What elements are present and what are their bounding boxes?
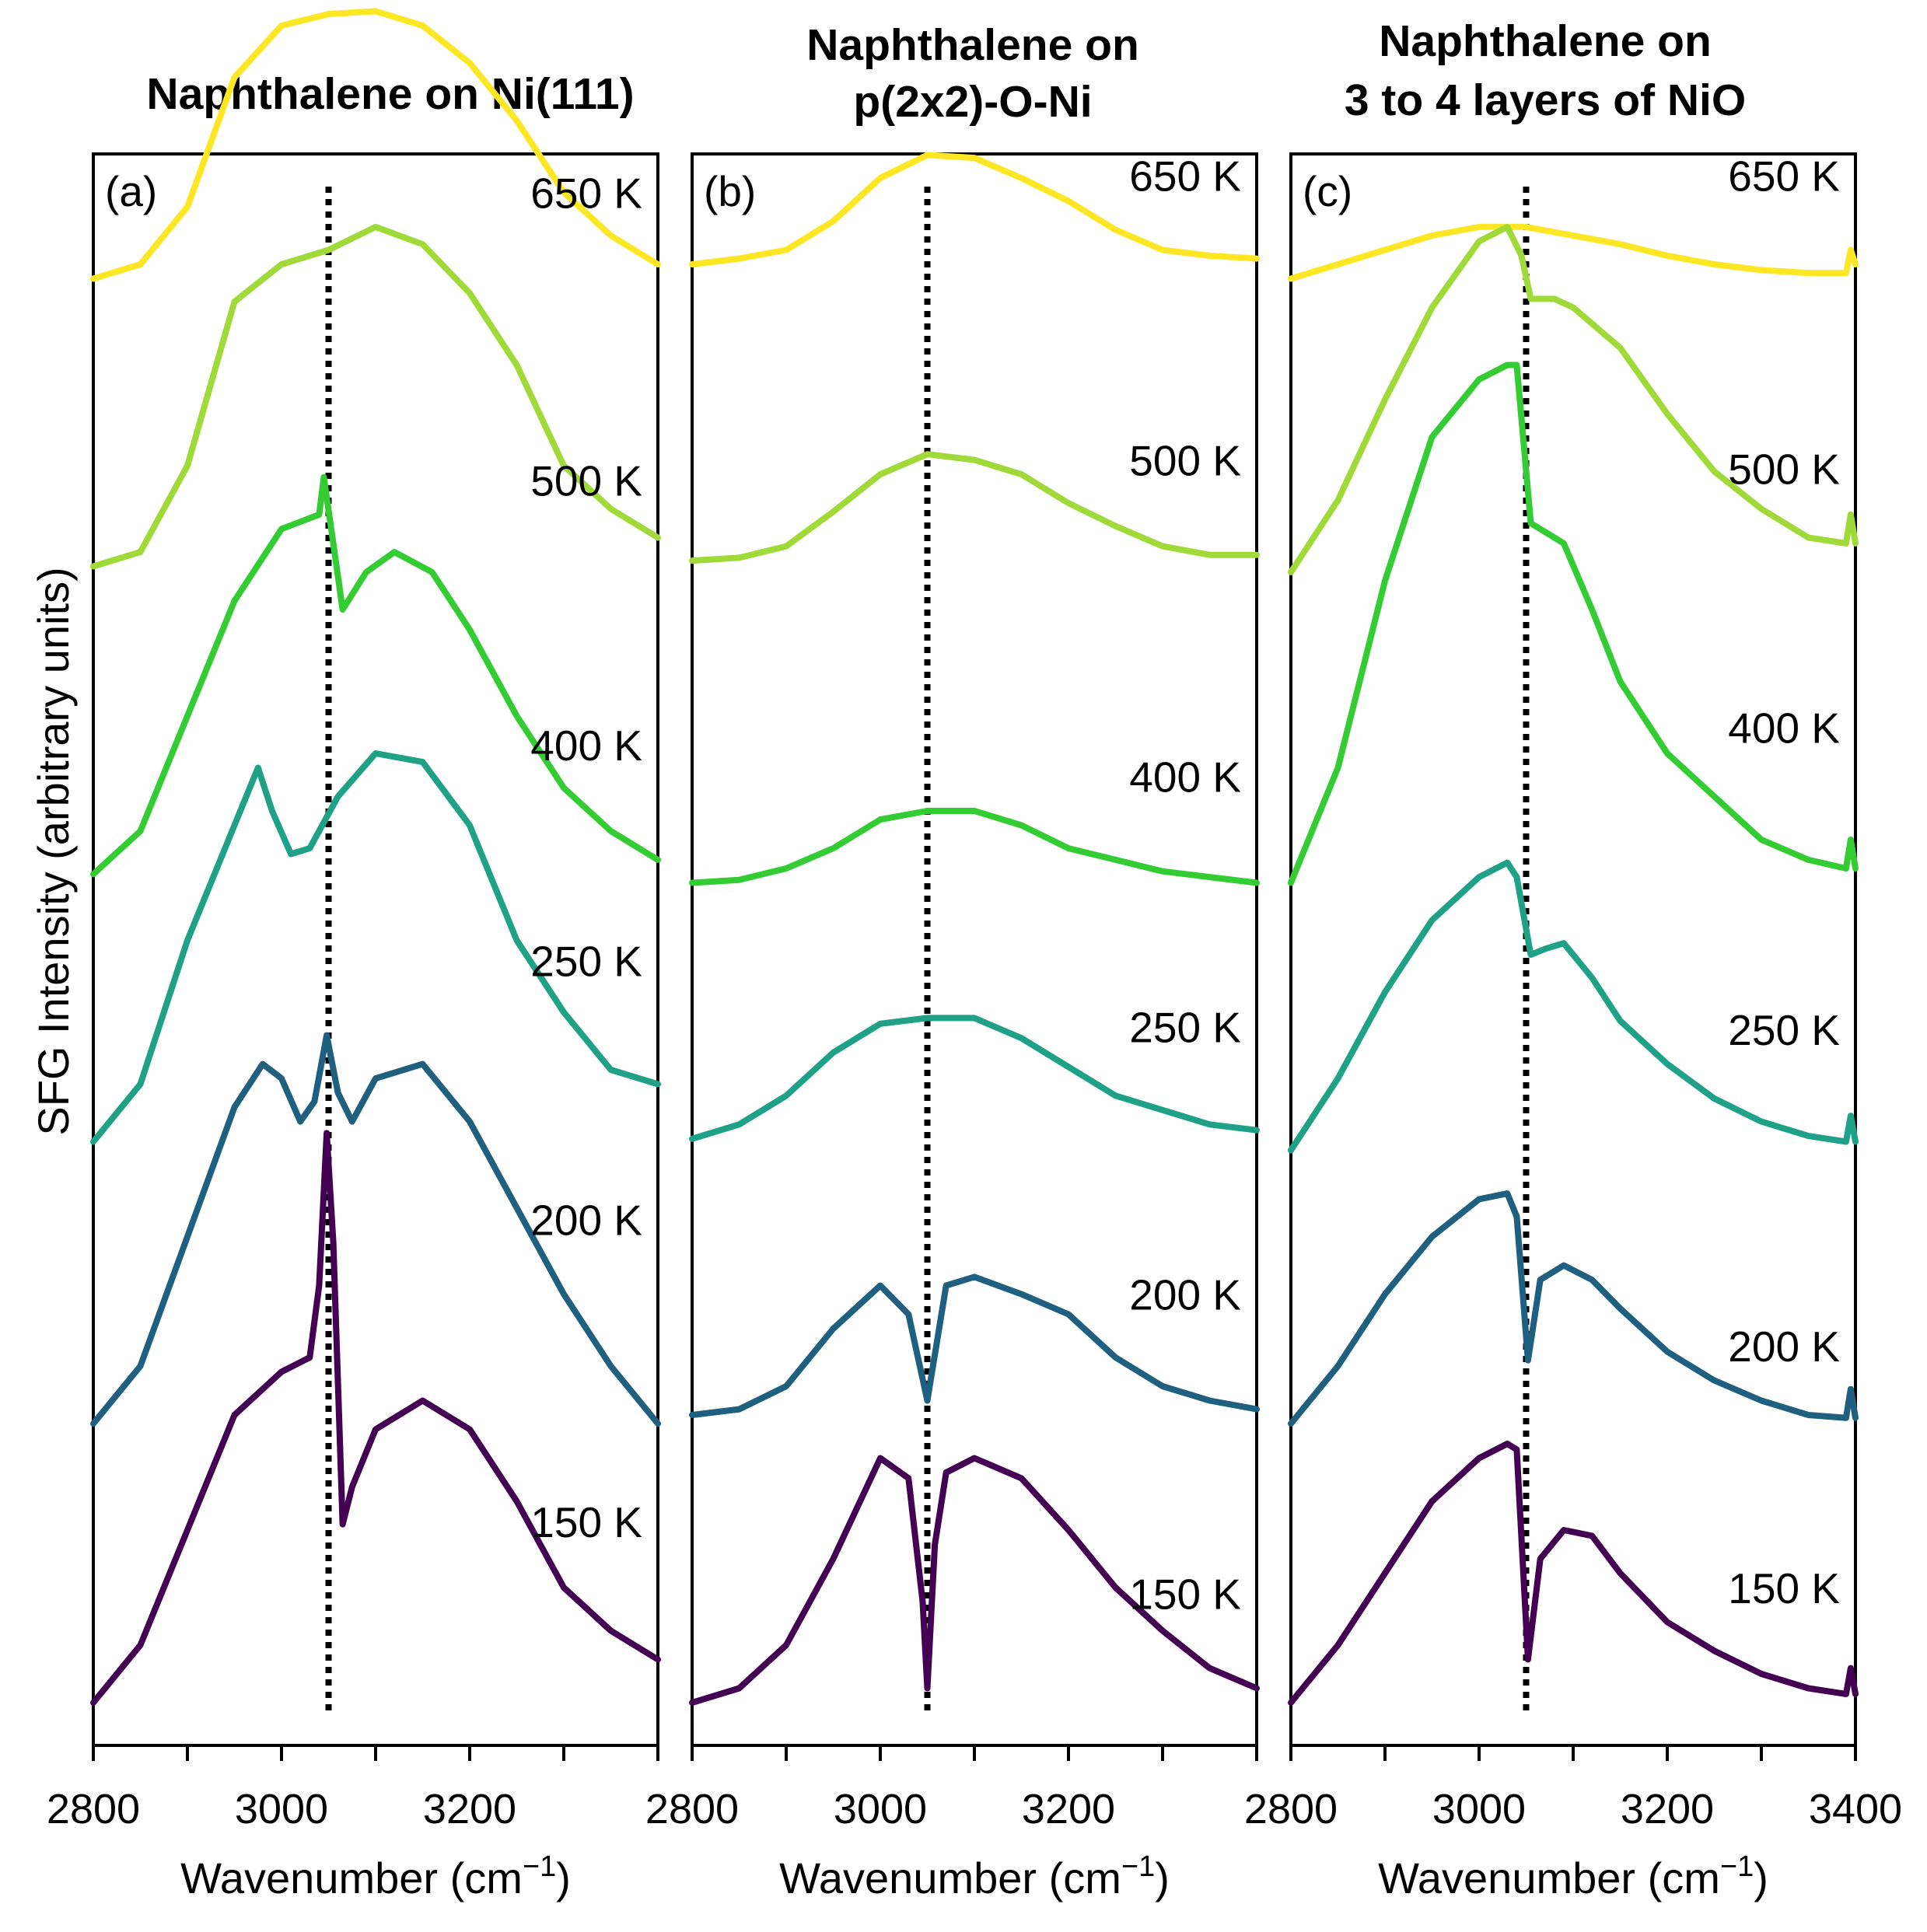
panel-a-temp-label-400k: 400 K [530,721,642,770]
panel-b: Naphthalene on p(2x2)-O-Ni (b) 2800 3000 3… [645,20,1260,1902]
panel-c-series [1288,223,1859,1706]
panel-a-series [90,8,661,1706]
panel-b-title-line-2: p(2x2)-O-Ni [853,77,1092,127]
panel-b-temp-label-200k: 200 K [1129,1271,1241,1319]
panel-a-series-200k [90,1032,661,1427]
panel-a-label: (a) [105,167,157,215]
panel-b-x-label-close: ) [1155,1853,1170,1902]
panel-c-temp-label-200k: 200 K [1728,1322,1840,1371]
panel-a-series-400k [90,473,661,878]
panel-c-series-650k [1288,223,1859,282]
panel-b-x-label-sup: −1 [1121,1850,1155,1883]
panel-b-series-150k [689,1455,1260,1706]
panel-c-temp-label-400k: 400 K [1728,704,1840,753]
y-axis-label: SFG Intensity (arbitrary units) [29,567,78,1135]
panel-a-series-250k [90,750,661,1145]
panel-a-x-tick-label-3000: 3000 [235,1786,328,1832]
panel-b-series-400k [689,808,1260,886]
panel-a-series-500k [90,223,661,570]
panel-c-x-axis-label: Wavenumber (cm−1) [1378,1850,1768,1902]
panel-c-x-ticks [1289,1745,1857,1761]
panel-c-temp-label-150k: 150 K [1728,1564,1840,1612]
panel-b-title-line-1: Naphthalene on [806,20,1139,70]
panel-b-series [689,152,1260,1706]
panel-b-series-200k [689,1273,1260,1418]
panel-a-x-tick-labels: 2800 3000 3200 [47,1786,516,1832]
panel-c-x-tick-label-3200: 3200 [1621,1786,1714,1832]
panel-a-temp-label-250k: 250 K [530,937,642,985]
panel-a-temp-label-650k: 650 K [530,169,642,218]
panel-c-title-line-2: 3 to 4 layers of NiO [1345,75,1746,125]
panel-b-temp-label-650k: 650 K [1129,152,1241,200]
panel-c-series-200k [1288,1190,1859,1427]
panel-c-temp-label-250k: 250 K [1728,1006,1840,1054]
panel-a-temperature-labels: 650 K 500 K 400 K 250 K 200 K 150 K [530,169,642,1546]
panel-b-x-tick-label-2800: 2800 [645,1786,739,1832]
panel-c-x-tick-label-3000: 3000 [1432,1786,1526,1832]
panel-b-x-tick-label-3200: 3200 [1022,1786,1115,1832]
panel-b-series-650k [689,152,1260,267]
panel-b-temp-label-250k: 250 K [1129,1004,1241,1052]
panel-a-temp-label-200k: 200 K [530,1196,642,1244]
panel-b-series-250k [689,1015,1260,1142]
panel-c-temperature-labels: 650 K 500 K 400 K 250 K 200 K 150 K [1728,152,1840,1612]
panel-b-x-ticks [691,1745,1258,1761]
panel-c-series-500k [1288,223,1859,575]
panel-a-temp-label-150k: 150 K [530,1498,642,1546]
panel-c-frame [1289,152,1857,1747]
panel-c-x-label-close: ) [1754,1853,1768,1902]
panel-c-temp-label-650k: 650 K [1728,152,1840,200]
panel-c: Naphthalene on 3 to 4 layers of NiO (c) … [1244,16,1902,1902]
panel-c-series-150k [1288,1441,1859,1706]
panel-c-x-label-main: Wavenumber (cm [1378,1853,1720,1902]
panel-b-temp-label-150k: 150 K [1129,1570,1241,1618]
panel-a-x-axis-label: Wavenumber (cm−1) [180,1850,571,1902]
panel-c-title-line-1: Naphthalene on [1379,16,1712,66]
panel-c-x-tick-label-2800: 2800 [1244,1786,1338,1832]
panel-b-x-tick-labels: 2800 3000 3200 [645,1786,1115,1832]
panel-a-x-label-close: ) [556,1853,571,1902]
panel-a-x-label-sup: −1 [523,1850,556,1883]
panel-c-x-tick-label-3400: 3400 [1809,1786,1902,1832]
panel-a-x-label-main: Wavenumber (cm [180,1853,523,1902]
panel-b-temperature-labels: 650 K 500 K 400 K 250 K 200 K 150 K [1129,152,1241,1618]
panel-c-x-label-sup: −1 [1720,1850,1754,1883]
panel-b-frame [691,152,1258,1747]
panel-a-x-tick-label-2800: 2800 [47,1786,140,1832]
panel-a-x-ticks [92,1745,659,1761]
panel-a-x-tick-label-3200: 3200 [423,1786,516,1832]
panel-b-x-label-main: Wavenumber (cm [779,1853,1121,1902]
panel-c-series-400k [1288,362,1859,886]
panel-c-series-250k [1288,859,1859,1154]
panel-a: Naphthalene on Ni(111) (a) 2800 3000 3200 … [47,8,661,1902]
panel-b-series-500k [689,451,1260,564]
panel-b-temp-label-400k: 400 K [1129,753,1241,802]
panel-c-x-tick-labels: 2800 3000 3200 3400 [1244,1786,1902,1832]
panel-b-temp-label-500k: 500 K [1129,437,1241,485]
panel-b-label: (b) [704,167,756,215]
panel-c-label: (c) [1303,167,1352,215]
panel-b-x-tick-label-3000: 3000 [834,1786,927,1832]
panel-a-series-150k [90,1130,661,1706]
panel-b-x-axis-label: Wavenumber (cm−1) [779,1850,1170,1902]
panel-a-series-650k [90,8,661,282]
panel-a-temp-label-500k: 500 K [530,457,642,505]
panel-c-temp-label-500k: 500 K [1728,445,1840,494]
